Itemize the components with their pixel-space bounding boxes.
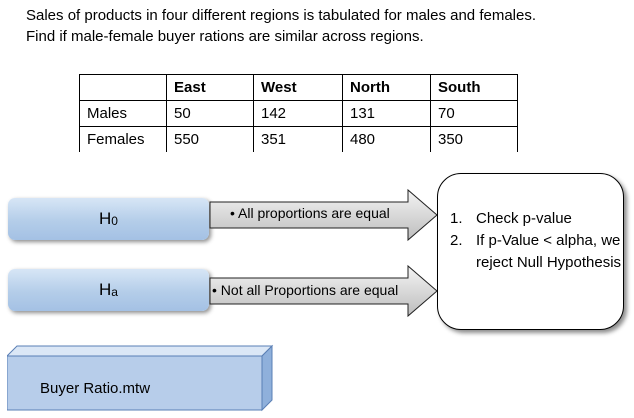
table-cell: 550 [166, 126, 254, 152]
step-text: Check p-value [476, 210, 572, 227]
table-cell: 142 [253, 100, 343, 127]
null-hypothesis-subscript: 0 [111, 214, 118, 228]
table-cell: 351 [253, 126, 343, 152]
null-hypothesis-symbol: H [99, 209, 112, 228]
sales-table: East West North South Males 50 142 131 7… [79, 74, 518, 152]
alt-hypothesis-symbol: H [99, 280, 112, 299]
alt-hypothesis-arrow [209, 264, 438, 318]
table-row: Females 550 351 480 350 [79, 126, 518, 152]
decision-steps-list: 1. Check p-value 2. If p-Value < alpha, … [450, 208, 623, 274]
table-header-cell: North [342, 74, 431, 101]
table-cell: Females [79, 126, 167, 152]
alt-hypothesis-subscript: a [111, 285, 118, 299]
step-number: 2. [450, 232, 463, 249]
table-header-row: East West North South [79, 74, 518, 101]
table-cell: 480 [342, 126, 431, 152]
table-header-cell: East [166, 74, 254, 101]
table-row: Males 50 142 131 70 [79, 100, 518, 127]
null-hypothesis-arrow [209, 188, 438, 242]
problem-line-1: Sales of products in four different regi… [26, 7, 537, 24]
step-text: If p-Value < alpha, we reject Null Hypot… [476, 232, 622, 271]
table-cell: 70 [430, 100, 518, 127]
table-cell: 50 [166, 100, 254, 127]
table-cell: Males [79, 100, 167, 127]
data-file-box [7, 344, 274, 412]
null-hypothesis-statement: • All proportions are equal [230, 205, 390, 221]
table-header-cell [79, 74, 167, 101]
data-file-label: Buyer Ratio.mtw [40, 380, 151, 397]
step-number: 1. [450, 210, 463, 227]
decision-steps-box: 1. Check p-value 2. If p-Value < alpha, … [437, 173, 624, 330]
problem-statement: Sales of products in four different regi… [26, 5, 536, 47]
list-item: 2. If p-Value < alpha, we reject Null Hy… [450, 230, 623, 274]
problem-line-2: Find if male-female buyer rations are si… [26, 28, 424, 45]
list-item: 1. Check p-value [450, 208, 623, 230]
alt-hypothesis-statement: • Not all Proportions are equal [212, 282, 399, 298]
table-cell: 350 [430, 126, 518, 152]
table-header-cell: West [253, 74, 343, 101]
table-cell: 131 [342, 100, 431, 127]
table-header-cell: South [430, 74, 518, 101]
